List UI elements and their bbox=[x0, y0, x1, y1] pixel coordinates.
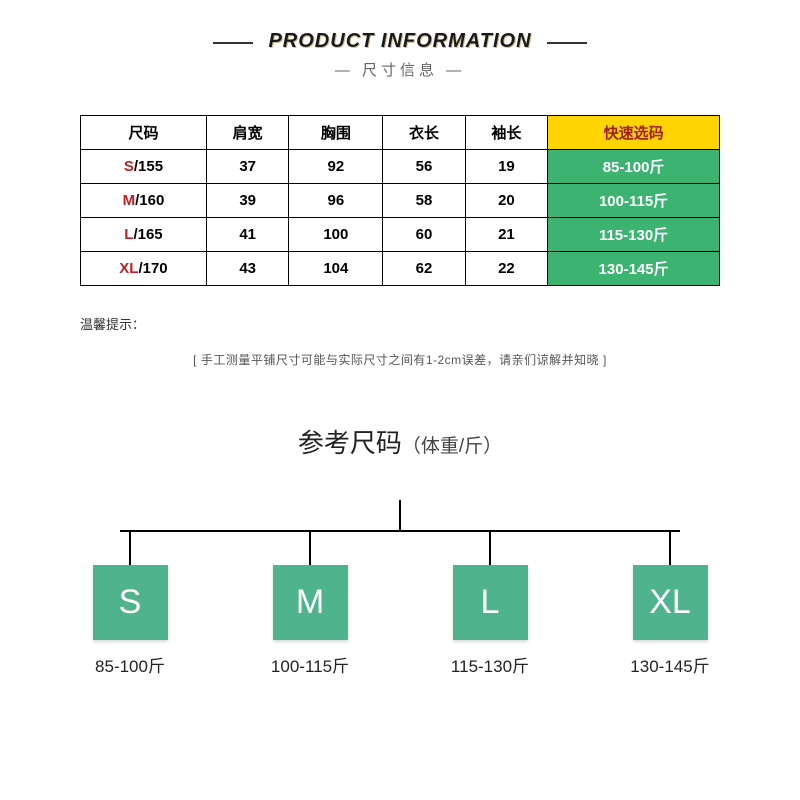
size-height: /165 bbox=[133, 226, 162, 243]
chart-horizontal-line bbox=[120, 530, 680, 532]
size-table-wrap: 尺码肩宽胸围衣长袖长快速选码 S/1553792561985-100斤M/160… bbox=[80, 115, 720, 286]
size-height: /155 bbox=[134, 158, 163, 175]
weight-cell: 115-130斤 bbox=[548, 218, 720, 252]
table-header-cell: 胸围 bbox=[289, 116, 383, 150]
table-row: XL/170431046222130-145斤 bbox=[81, 252, 720, 286]
measure-cell: 21 bbox=[465, 218, 547, 252]
measure-cell: 39 bbox=[206, 184, 288, 218]
measure-cell: 96 bbox=[289, 184, 383, 218]
size-code: XL bbox=[119, 260, 138, 277]
size-table: 尺码肩宽胸围衣长袖长快速选码 S/1553792561985-100斤M/160… bbox=[80, 115, 720, 286]
table-row: S/1553792561985-100斤 bbox=[81, 150, 720, 184]
measure-cell: 62 bbox=[383, 252, 465, 286]
measure-cell: 20 bbox=[465, 184, 547, 218]
size-cell: S/155 bbox=[81, 150, 207, 184]
table-header-cell: 衣长 bbox=[383, 116, 465, 150]
table-header-cell: 快速选码 bbox=[548, 116, 720, 150]
chart-column: S 85-100斤 bbox=[80, 530, 180, 677]
size-box: XL bbox=[633, 565, 708, 640]
tip-text: [ 手工测量平铺尺寸可能与实际尺寸之间有1-2cm误差，请亲们谅解并知晓 ] bbox=[0, 351, 800, 368]
tip-label: 温馨提示： bbox=[80, 314, 800, 333]
size-cell: M/160 bbox=[81, 184, 207, 218]
reference-title: 参考尺码（体重/斤） bbox=[0, 423, 800, 460]
reference-title-sub: （体重/斤） bbox=[402, 436, 502, 457]
size-box: S bbox=[93, 565, 168, 640]
size-cell: XL/170 bbox=[81, 252, 207, 286]
size-cell: L/165 bbox=[81, 218, 207, 252]
table-row: M/16039965820100-115斤 bbox=[81, 184, 720, 218]
size-height: /170 bbox=[138, 260, 167, 277]
chart-drop-line bbox=[309, 530, 311, 565]
table-row: L/165411006021115-130斤 bbox=[81, 218, 720, 252]
table-header-cell: 尺码 bbox=[81, 116, 207, 150]
weight-cell: 130-145斤 bbox=[548, 252, 720, 286]
page-subtitle: — 尺寸信息 — bbox=[0, 59, 800, 80]
measure-cell: 104 bbox=[289, 252, 383, 286]
size-box: M bbox=[273, 565, 348, 640]
chart-column: M 100-115斤 bbox=[260, 530, 360, 677]
table-head: 尺码肩宽胸围衣长袖长快速选码 bbox=[81, 116, 720, 150]
chart-drop-line bbox=[129, 530, 131, 565]
measure-cell: 22 bbox=[465, 252, 547, 286]
measure-cell: 58 bbox=[383, 184, 465, 218]
measure-cell: 43 bbox=[206, 252, 288, 286]
measure-cell: 56 bbox=[383, 150, 465, 184]
size-box-label: 85-100斤 bbox=[80, 652, 180, 677]
page-title: PRODUCT INFORMATION bbox=[268, 30, 531, 53]
size-code: S bbox=[124, 158, 134, 175]
reference-title-main: 参考尺码 bbox=[298, 428, 402, 458]
chart-column: L 115-130斤 bbox=[440, 530, 540, 677]
size-box-label: 115-130斤 bbox=[440, 652, 540, 677]
table-body: S/1553792561985-100斤M/16039965820100-115… bbox=[81, 150, 720, 286]
table-header-cell: 袖长 bbox=[465, 116, 547, 150]
measure-cell: 19 bbox=[465, 150, 547, 184]
measure-cell: 100 bbox=[289, 218, 383, 252]
size-box-label: 100-115斤 bbox=[260, 652, 360, 677]
chart-center-line bbox=[399, 500, 401, 530]
size-box-label: 130-145斤 bbox=[620, 652, 720, 677]
chart-column: XL 130-145斤 bbox=[620, 530, 720, 677]
measure-cell: 60 bbox=[383, 218, 465, 252]
header: PRODUCT INFORMATION — 尺寸信息 — bbox=[0, 0, 800, 80]
table-header-row: 尺码肩宽胸围衣长袖长快速选码 bbox=[81, 116, 720, 150]
measure-cell: 41 bbox=[206, 218, 288, 252]
reference-chart: S 85-100斤 M 100-115斤 L 115-130斤 XL 130-145斤 bbox=[80, 500, 720, 690]
measure-cell: 37 bbox=[206, 150, 288, 184]
table-header-cell: 肩宽 bbox=[206, 116, 288, 150]
size-code: M bbox=[123, 192, 136, 209]
chart-drop-line bbox=[669, 530, 671, 565]
measure-cell: 92 bbox=[289, 150, 383, 184]
chart-drop-line bbox=[489, 530, 491, 565]
weight-cell: 100-115斤 bbox=[548, 184, 720, 218]
size-height: /160 bbox=[135, 192, 164, 209]
weight-cell: 85-100斤 bbox=[548, 150, 720, 184]
size-box: L bbox=[453, 565, 528, 640]
